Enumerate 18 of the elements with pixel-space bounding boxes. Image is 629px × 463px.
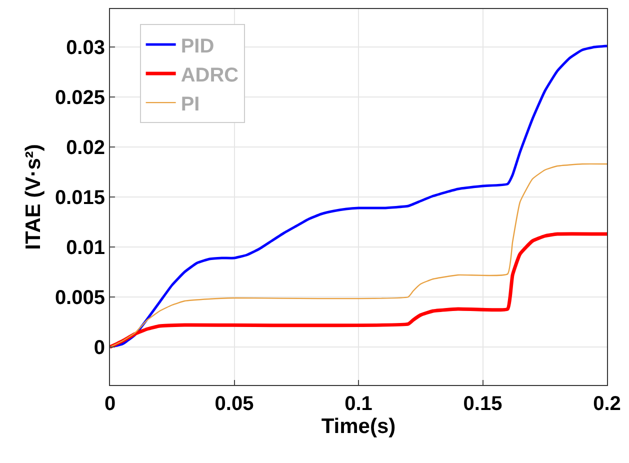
x-tick-label: 0.1 — [344, 393, 372, 415]
legend-label: PI — [180, 93, 200, 116]
y-tick-label: 0.01 — [66, 237, 105, 259]
y-tick-label: 0.015 — [54, 187, 105, 209]
y-axis-title: ITAE (V·s²) — [22, 144, 46, 250]
x-axis-title: Time(s) — [321, 415, 396, 438]
y-tick-label: 0.025 — [54, 87, 105, 109]
y-tick-label: 0.03 — [66, 37, 105, 59]
legend-label: ADRC — [180, 64, 239, 86]
x-tick-label: 0.2 — [593, 393, 621, 415]
y-tick-label: 0.005 — [54, 287, 105, 309]
y-tick-label: 0 — [94, 337, 105, 359]
x-tick-label: 0.05 — [214, 393, 254, 415]
x-tick-label: 0.15 — [463, 393, 502, 415]
legend-label: PID — [180, 35, 214, 58]
y-tick-label: 0.02 — [66, 137, 105, 159]
line-series — [110, 232, 607, 349]
line-series — [110, 163, 607, 348]
